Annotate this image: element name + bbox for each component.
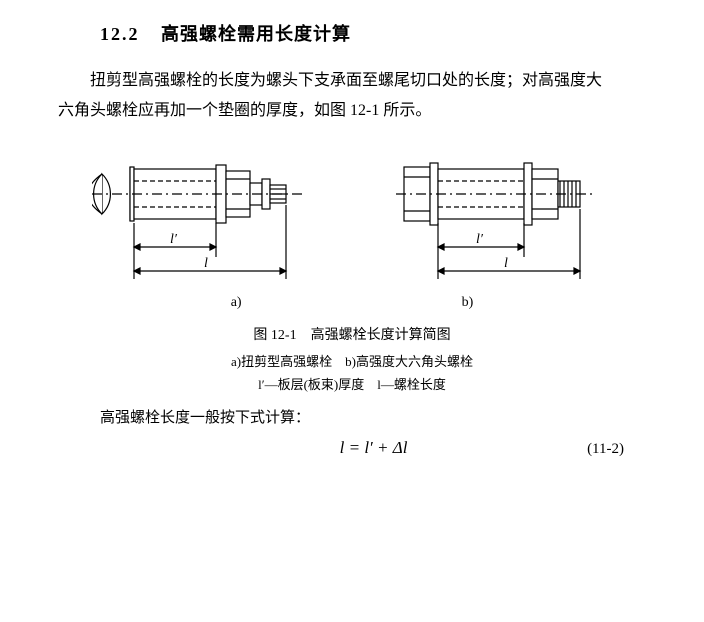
figure-sublabels: a) b) bbox=[40, 295, 664, 311]
svg-text:l: l bbox=[504, 256, 508, 271]
figure-row: l′ l bbox=[40, 139, 664, 289]
caption-line-2: l′—板层(板束)厚度 l—螺栓长度 bbox=[40, 373, 664, 396]
figure-label-b: b) bbox=[462, 295, 474, 311]
section-title: 高强螺栓需用长度计算 bbox=[161, 24, 351, 44]
equation-formula: l = l′ + Δl bbox=[40, 438, 587, 458]
calc-intro-text: 高强螺栓长度一般按下式计算： bbox=[100, 405, 664, 432]
figure-label-a: a) bbox=[231, 295, 242, 311]
section-number: 12.2 bbox=[100, 24, 140, 44]
figure-caption: 图 12-1 高强螺栓长度计算简图 a)扭剪型高强螺栓 b)高强度大六角头螺栓 … bbox=[40, 323, 664, 397]
caption-title: 图 12-1 高强螺栓长度计算简图 bbox=[40, 323, 664, 348]
caption-line-1: a)扭剪型高强螺栓 b)高强度大六角头螺栓 bbox=[40, 350, 664, 373]
svg-text:l′: l′ bbox=[170, 232, 178, 247]
svg-text:l′: l′ bbox=[476, 232, 484, 247]
svg-text:l: l bbox=[204, 256, 208, 271]
equation-row: l = l′ + Δl (11-2) bbox=[40, 438, 664, 458]
intro-paragraph: 扭剪型高强螺栓的长度为螺头下支承面至螺尾切口处的长度；对高强度大六角头螺栓应再加… bbox=[58, 66, 604, 127]
figure-a-svg: l′ l bbox=[92, 139, 332, 289]
section-heading: 12.2 高强螺栓需用长度计算 bbox=[100, 20, 664, 46]
equation-number: (11-2) bbox=[587, 441, 624, 458]
figure-b-svg: l′ l bbox=[392, 139, 612, 289]
